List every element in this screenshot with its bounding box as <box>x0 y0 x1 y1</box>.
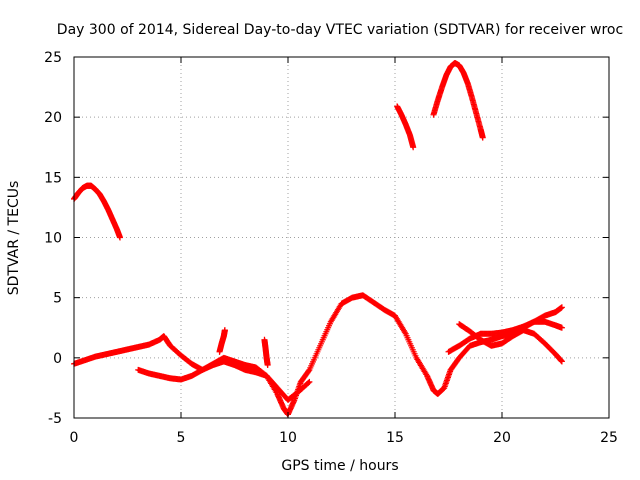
data-point <box>306 378 313 385</box>
y-axis-label: SDTVAR / TECUs <box>6 181 22 296</box>
x-tick-label: 25 <box>600 430 618 446</box>
series-arc-2 <box>394 103 417 151</box>
data-point <box>558 304 565 311</box>
y-tick-label: 15 <box>44 170 62 186</box>
series-spike-1 <box>216 327 228 355</box>
x-tick-label: 10 <box>279 430 297 446</box>
data-point <box>221 327 228 334</box>
y-tick-label: 0 <box>53 351 62 367</box>
data-point <box>410 144 417 151</box>
series-arc-1 <box>71 182 124 241</box>
series-arc-3 <box>430 60 486 141</box>
data-points <box>71 60 565 418</box>
x-tick-label: 15 <box>386 430 404 446</box>
data-point <box>117 234 124 241</box>
y-tick-label: -5 <box>48 411 62 427</box>
series-spike-2 <box>261 336 271 369</box>
x-axis-label: GPS time / hours <box>281 458 398 474</box>
axis-ticks: 0 5 10 15 20 25 -5 0 5 10 15 20 25 <box>44 50 618 446</box>
x-tick-label: 5 <box>177 430 186 446</box>
data-point <box>558 358 565 365</box>
y-tick-label: 25 <box>44 50 62 66</box>
x-tick-label: 20 <box>493 430 511 446</box>
data-point <box>479 134 486 141</box>
series-band-2 <box>135 358 313 403</box>
data-point <box>558 324 565 331</box>
y-tick-label: 5 <box>53 291 62 307</box>
series-band-4 <box>445 318 565 355</box>
series-band-1 <box>71 292 565 418</box>
data-point <box>264 362 271 369</box>
y-tick-label: 10 <box>44 231 62 247</box>
data-point <box>305 379 312 386</box>
grid <box>74 57 609 418</box>
x-tick-label: 0 <box>70 430 79 446</box>
y-tick-label: 20 <box>44 110 62 126</box>
chart-title: Day 300 of 2014, Sidereal Day-to-day VTE… <box>57 22 623 38</box>
data-point <box>305 367 312 374</box>
